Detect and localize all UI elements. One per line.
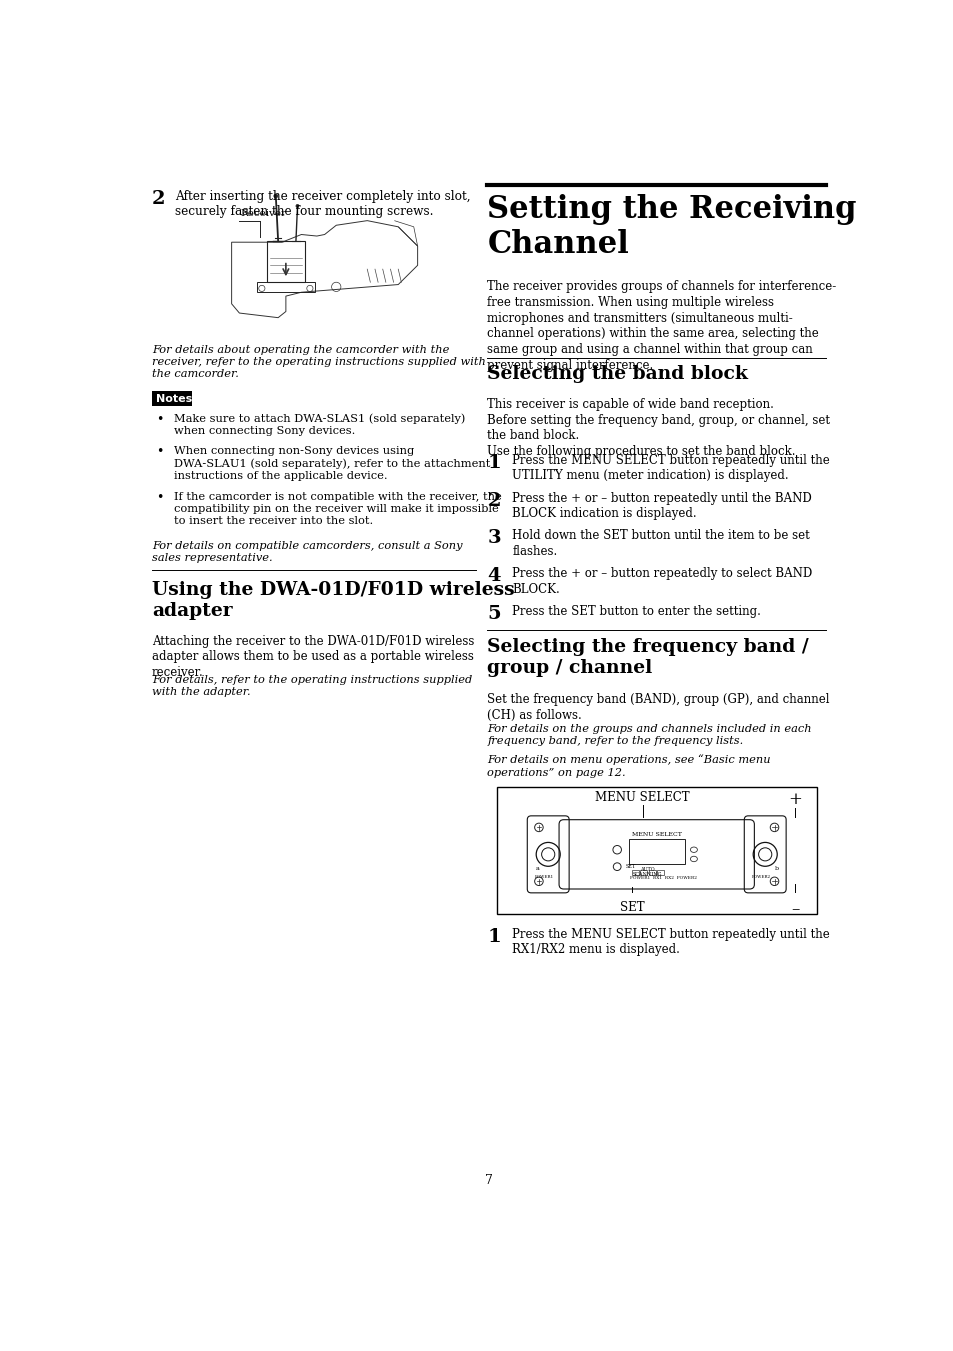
- Text: a: a: [536, 866, 539, 871]
- Text: 7: 7: [484, 1174, 493, 1188]
- Text: 2: 2: [487, 492, 500, 509]
- Text: If the camcorder is not compatible with the receiver, the
compatibility pin on t: If the camcorder is not compatible with …: [173, 492, 500, 526]
- Text: For details, refer to the operating instructions supplied
with the adapter.: For details, refer to the operating inst…: [152, 676, 472, 697]
- Text: Hold down the SET button until the item to be set
flashes.: Hold down the SET button until the item …: [512, 530, 809, 558]
- Text: 2: 2: [152, 190, 165, 208]
- Text: Attaching the receiver to the DWA-01D/F01D wireless
adapter allows them to be us: Attaching the receiver to the DWA-01D/F0…: [152, 635, 474, 680]
- Text: AUTO
SCANNING: AUTO SCANNING: [632, 867, 661, 877]
- Text: Press the + or – button repeatedly to select BAND
BLOCK.: Press the + or – button repeatedly to se…: [512, 567, 812, 596]
- Text: Press the SET button to enter the setting.: Press the SET button to enter the settin…: [512, 605, 760, 617]
- Text: MENU SELECT: MENU SELECT: [631, 832, 681, 838]
- Text: POWER1: POWER1: [534, 875, 553, 880]
- Text: Setting the Receiving
Channel: Setting the Receiving Channel: [487, 193, 856, 259]
- Bar: [631, 870, 638, 874]
- Bar: [639, 870, 646, 874]
- Text: POWER1  RX1  RX2  POWER2: POWER1 RX1 RX2 POWER2: [630, 875, 697, 880]
- Text: 1: 1: [487, 454, 500, 471]
- Bar: [657, 870, 663, 874]
- Text: For details on the groups and channels included in each
frequency band, refer to: For details on the groups and channels i…: [487, 724, 811, 746]
- Text: For details on menu operations, see “Basic menu
operations” on page 12.: For details on menu operations, see “Bas…: [487, 755, 770, 778]
- Text: –: –: [790, 901, 799, 917]
- Text: For details on compatible camcorders, consult a Sony
sales representative.: For details on compatible camcorders, co…: [152, 540, 462, 563]
- Circle shape: [295, 204, 298, 208]
- Text: 3: 3: [487, 530, 500, 547]
- Text: •: •: [156, 413, 164, 426]
- Bar: [497, 788, 816, 915]
- Text: For details about operating the camcorder with the
receiver, refer to the operat: For details about operating the camcorde…: [152, 345, 485, 380]
- Text: This receiver is capable of wide band reception.
Before setting the frequency ba: This receiver is capable of wide band re…: [487, 397, 829, 458]
- Text: Selecting the band block: Selecting the band block: [487, 365, 747, 384]
- Bar: [257, 282, 314, 292]
- Text: Receiver: Receiver: [240, 208, 286, 218]
- Text: When connecting non-Sony devices using
DWA-SLAU1 (sold separately), refer to the: When connecting non-Sony devices using D…: [173, 446, 489, 481]
- Text: Selecting the frequency band /
group / channel: Selecting the frequency band / group / c…: [487, 638, 808, 677]
- Text: +: +: [787, 790, 801, 808]
- Bar: [628, 839, 684, 863]
- Text: POWER2: POWER2: [750, 875, 770, 880]
- Text: Using the DWA-01D/F01D wireless
adapter: Using the DWA-01D/F01D wireless adapter: [152, 581, 514, 620]
- Text: SET: SET: [618, 901, 643, 913]
- Text: 5: 5: [487, 605, 500, 623]
- Text: The receiver provides groups of channels for interference-
free transmission. Wh: The receiver provides groups of channels…: [487, 280, 836, 372]
- Text: Make sure to attach DWA-SLAS1 (sold separately)
when connecting Sony devices.: Make sure to attach DWA-SLAS1 (sold sepa…: [173, 413, 464, 436]
- Text: 4: 4: [487, 567, 500, 585]
- Text: Press the MENU SELECT button repeatedly until the
UTILITY menu (meter indication: Press the MENU SELECT button repeatedly …: [512, 454, 829, 482]
- Text: Notes: Notes: [155, 393, 192, 404]
- Text: Press the MENU SELECT button repeatedly until the
RX1/RX2 menu is displayed.: Press the MENU SELECT button repeatedly …: [512, 928, 829, 957]
- Text: •: •: [156, 492, 164, 504]
- Text: After inserting the receiver completely into slot,
securely fasten the four moun: After inserting the receiver completely …: [174, 190, 470, 218]
- Circle shape: [274, 195, 277, 199]
- Text: b: b: [774, 866, 778, 871]
- Text: Set the frequency band (BAND), group (GP), and channel
(CH) as follows.: Set the frequency band (BAND), group (GP…: [487, 693, 829, 721]
- Text: 1: 1: [487, 928, 500, 946]
- Bar: [648, 870, 655, 874]
- Text: Press the + or – button repeatedly until the BAND
BLOCK indication is displayed.: Press the + or – button repeatedly until…: [512, 492, 811, 520]
- Bar: [266, 240, 305, 282]
- FancyBboxPatch shape: [152, 390, 192, 407]
- Text: MENU SELECT: MENU SELECT: [595, 790, 689, 804]
- Text: SET: SET: [625, 865, 636, 869]
- Text: •: •: [156, 446, 164, 458]
